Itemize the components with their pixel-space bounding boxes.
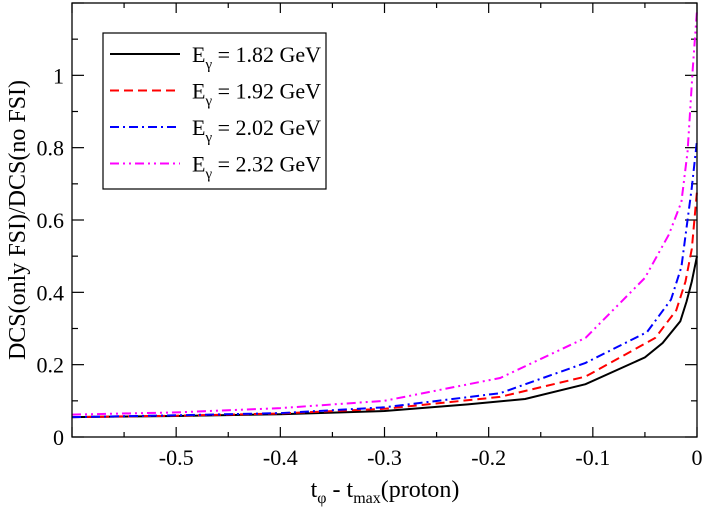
series-line-1 xyxy=(71,191,698,419)
y-tick-label: 0.4 xyxy=(37,280,65,305)
y-axis-label: DCS(only FSI)/DCS(no FSI) xyxy=(5,80,31,360)
axis-ticks: -0.5 -0.4 -0.3 -0.2 -0.1 0 0 0.2 0.4 0.6 0.8 1 xyxy=(37,2,703,470)
legend-label: Eγ = 2.02 GeV xyxy=(192,115,321,146)
plot-frame xyxy=(71,2,698,438)
y-tick-label: 1 xyxy=(53,63,64,88)
x-tick-label: 0 xyxy=(692,445,703,470)
x-tick-label: -0.4 xyxy=(263,445,298,470)
legend-label: Eγ = 2.32 GeV xyxy=(192,152,321,183)
legend-label: Eγ = 1.92 GeV xyxy=(192,79,321,110)
series-line-2 xyxy=(71,140,698,419)
y-tick-label: 0.8 xyxy=(37,136,65,161)
x-tick-label: -0.2 xyxy=(471,445,506,470)
x-tick-label: -0.5 xyxy=(159,445,194,470)
x-tick-label: -0.3 xyxy=(367,445,402,470)
y-tick-label: 0.6 xyxy=(37,208,65,233)
legend-label: Eγ = 1.82 GeV xyxy=(192,42,321,73)
series-lines xyxy=(71,10,698,419)
x-axis-label: tφ - tmax(proton) xyxy=(311,477,460,507)
y-tick-label: 0.2 xyxy=(37,353,65,378)
series-line-3 xyxy=(71,10,698,416)
series-line-0 xyxy=(71,255,698,419)
x-tick-label: -0.1 xyxy=(575,445,610,470)
legend: Eγ = 1.82 GeV Eγ = 1.92 GeV Eγ = 2.02 GeV E… xyxy=(102,32,327,190)
y-tick-label: 0 xyxy=(53,425,64,450)
